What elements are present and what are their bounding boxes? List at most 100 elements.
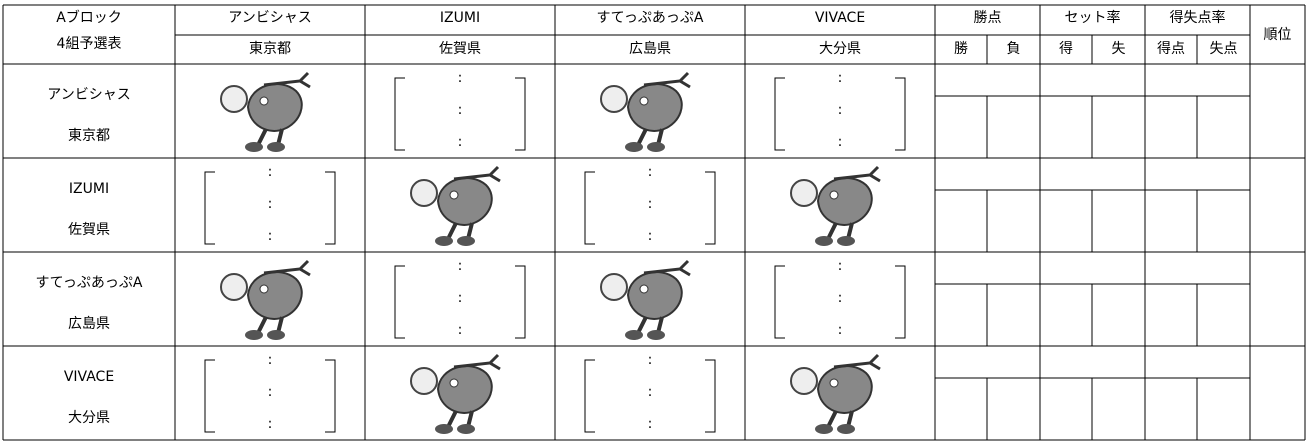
foot (815, 236, 833, 246)
stat-sub: 失 (1112, 41, 1126, 57)
foot (647, 142, 665, 152)
ball (600, 273, 628, 301)
score-separator: : (268, 352, 273, 368)
row-team-name: VIVACE (64, 369, 114, 385)
stat-sub: 得 (1059, 40, 1073, 57)
foot (267, 142, 285, 152)
eye (639, 96, 649, 106)
ball (220, 85, 248, 113)
bracket (204, 171, 336, 245)
eye (259, 284, 269, 294)
bracket (204, 359, 336, 433)
foot (245, 142, 263, 152)
score-separator: : (838, 134, 843, 150)
stat-title: セット率 (1065, 9, 1121, 26)
team-name: すてっぷあっぷA (597, 10, 704, 26)
stat-sub: 得点 (1157, 40, 1185, 57)
ball (410, 179, 438, 207)
bracket (584, 171, 716, 245)
ball (220, 273, 248, 301)
ball (600, 85, 628, 113)
headband (643, 259, 691, 277)
score-separator: : (268, 164, 273, 180)
score-separator: : (838, 102, 843, 118)
body (436, 365, 493, 414)
score-separator: : (458, 322, 463, 338)
score-separator: : (268, 384, 273, 400)
score-separator: : (268, 416, 273, 432)
score-separator: : (458, 70, 463, 86)
ball (790, 179, 818, 207)
headband (833, 353, 881, 371)
score-separator: : (648, 384, 653, 400)
eye (259, 96, 269, 106)
score-separator: : (458, 134, 463, 150)
score-separator: : (838, 70, 843, 86)
body (816, 365, 873, 414)
bracket (774, 77, 906, 151)
bracket (584, 359, 716, 433)
eye (449, 190, 459, 200)
foot (435, 236, 453, 246)
stat-sub: 負 (1007, 41, 1021, 57)
bracket (394, 77, 526, 151)
score-separator: : (458, 258, 463, 274)
headband (643, 71, 691, 89)
score-separator: : (648, 164, 653, 180)
stat-sub: 勝 (954, 41, 968, 57)
foot (837, 236, 855, 246)
score-separator: : (838, 322, 843, 338)
mascot-icon (410, 165, 501, 246)
foot (625, 142, 643, 152)
body (246, 83, 303, 132)
row-team-pref: 広島県 (68, 316, 110, 332)
row-team-pref: 大分県 (68, 410, 110, 426)
team-pref: 広島県 (629, 41, 671, 57)
body (436, 177, 493, 226)
bracket (774, 265, 906, 339)
team-name: VIVACE (815, 10, 865, 26)
score-separator: : (268, 228, 273, 244)
team-pref: 大分県 (819, 41, 861, 57)
foot (435, 424, 453, 434)
row-team-name: アンビシャス (47, 87, 130, 103)
eye (639, 284, 649, 294)
mascot-icon (790, 353, 881, 434)
score-separator: : (648, 196, 653, 212)
team-name: IZUMI (440, 10, 480, 26)
row-team-name: すてっぷあっぷA (36, 275, 143, 291)
mascot-icon (600, 259, 691, 340)
body (816, 177, 873, 226)
score-separator: : (648, 416, 653, 432)
team-pref: 東京都 (249, 41, 291, 57)
body (626, 83, 683, 132)
ball (790, 367, 818, 395)
score-separator: : (648, 228, 653, 244)
foot (457, 424, 475, 434)
foot (647, 330, 665, 340)
rank-header: 順位 (1264, 27, 1292, 43)
foot (267, 330, 285, 340)
foot (815, 424, 833, 434)
mascot-icon (790, 165, 881, 246)
headband (833, 165, 881, 183)
foot (625, 330, 643, 340)
row-team-pref: 佐賀県 (68, 222, 110, 238)
ball (410, 367, 438, 395)
score-separator: : (458, 290, 463, 306)
stat-sub: 失点 (1210, 41, 1238, 57)
headband (453, 353, 501, 371)
score-separator: : (838, 258, 843, 274)
mascot-icon (600, 71, 691, 152)
mascot-icon (220, 259, 311, 340)
score-separator: : (458, 102, 463, 118)
corner-title: Aブロック (56, 9, 122, 26)
score-separator: : (838, 290, 843, 306)
stat-title: 得失点率 (1170, 9, 1226, 26)
headband (263, 71, 311, 89)
headband (263, 259, 311, 277)
team-pref: 佐賀県 (439, 41, 481, 57)
mascot-icon (410, 353, 501, 434)
corner-subtitle: 4組予選表 (57, 36, 122, 52)
